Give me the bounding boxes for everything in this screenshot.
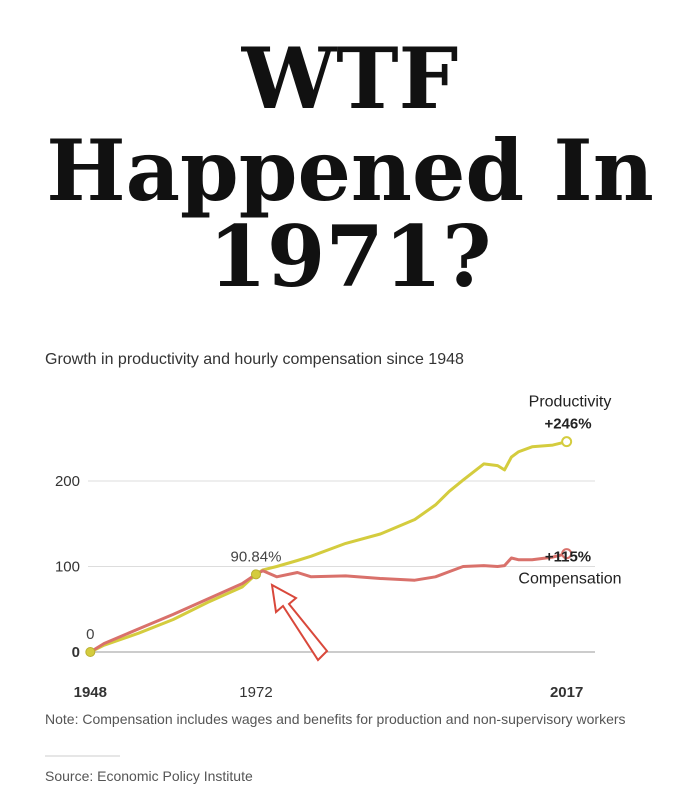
end-label: +115% xyxy=(545,549,591,566)
title-line: WTF xyxy=(241,29,458,128)
annotation-point xyxy=(250,569,261,580)
x-tick-label: 2017 xyxy=(550,684,583,701)
y-tick-label: 200 xyxy=(55,473,80,490)
annotation-point xyxy=(85,647,96,657)
annotation-label: 90.84% xyxy=(231,548,282,565)
title-line: 1971? xyxy=(208,207,491,306)
series-name: Productivity xyxy=(529,394,612,411)
title-line: Happened In xyxy=(46,121,654,220)
series-line xyxy=(89,440,567,654)
end-marker xyxy=(561,548,573,560)
subtitle: Growth in productivity and hourly compen… xyxy=(45,351,464,368)
note: Note: Compensation includes wages and be… xyxy=(45,711,626,727)
series-name: Compensation xyxy=(518,571,621,588)
end-label: +246% xyxy=(544,416,591,433)
x-tick-label: 1972 xyxy=(239,684,272,701)
y-tick-label: 0 xyxy=(72,644,80,661)
source: Source: Economic Policy Institute xyxy=(45,768,253,784)
end-marker xyxy=(561,436,573,448)
y-tick-label: 100 xyxy=(55,559,80,576)
arrow xyxy=(270,583,329,662)
x-tick-label: 1948 xyxy=(74,684,107,701)
annotation-label: 0 xyxy=(86,626,94,643)
series-line xyxy=(89,552,567,654)
